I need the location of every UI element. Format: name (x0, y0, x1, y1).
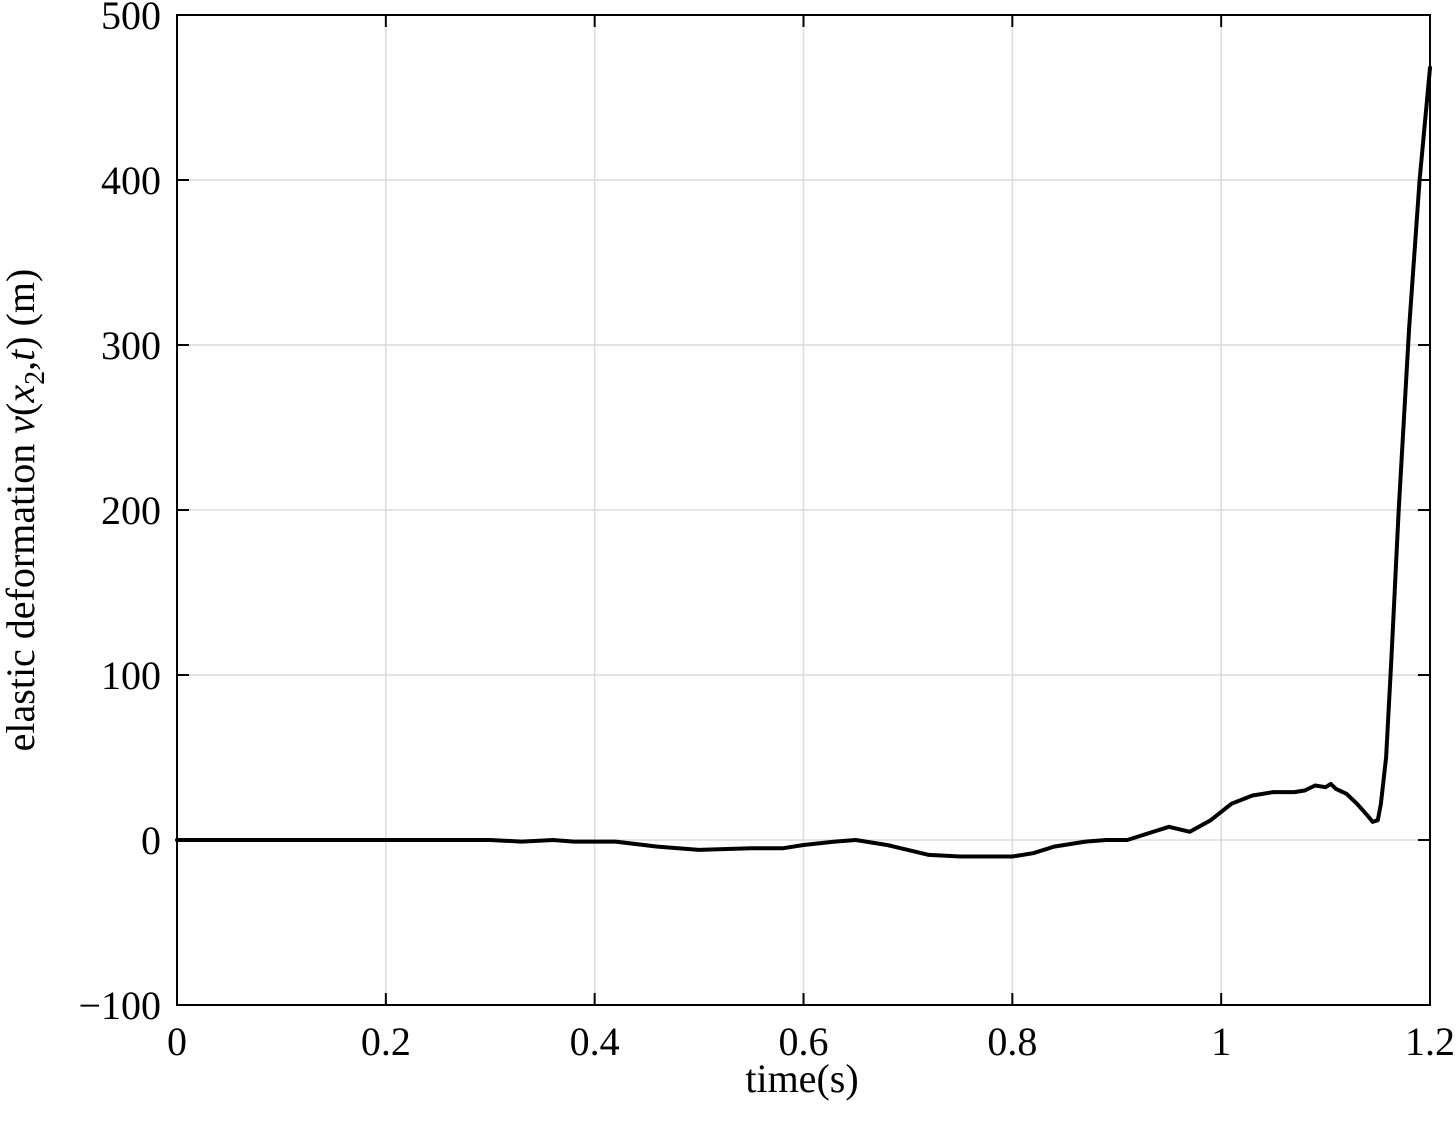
y-tick-label: −100 (78, 983, 161, 1028)
y-tick-label: 500 (101, 0, 161, 38)
y-axis-label-close: ) (0, 336, 43, 349)
y-axis-label-var-t: t (0, 349, 43, 361)
y-tick-label: 0 (141, 818, 161, 863)
series-layer (175, 65, 1432, 859)
x-tick-label: 1 (1211, 1019, 1231, 1064)
y-axis-label-var-x: x (0, 385, 43, 404)
y-tick-labels: −100 0 100 200 300 400 500 (78, 0, 161, 1028)
y-axis-label-comma: , (0, 361, 43, 371)
y-tick-label: 400 (101, 158, 161, 203)
axis-ticks (176, 14, 1431, 1006)
series-line (175, 65, 1432, 859)
y-axis-label-open: ( (0, 403, 43, 416)
y-axis-label-unit: (m) (0, 269, 43, 337)
x-tick-label: 0.2 (361, 1019, 411, 1064)
x-tick-label: 0.6 (779, 1019, 829, 1064)
grid-lines (177, 15, 1430, 1005)
y-tick-label: 200 (101, 488, 161, 533)
y-axis-label-prefix: elastic deformation (0, 434, 43, 752)
x-tick-label: 0.8 (987, 1019, 1037, 1064)
x-axis-label: time(s) (745, 1056, 858, 1101)
x-tick-label: 0 (167, 1019, 187, 1064)
x-tick-labels: 0 0.2 0.4 0.6 0.8 1 1.2 (167, 1019, 1455, 1064)
y-axis-label: elastic deformation v(x2,t) (m) (0, 269, 51, 752)
x-tick-label: 0.4 (570, 1019, 620, 1064)
y-tick-label: 100 (101, 653, 161, 698)
y-axis-label-sub: 2 (20, 371, 51, 385)
y-tick-label: 300 (101, 323, 161, 368)
y-axis-label-var-v: v (0, 416, 43, 434)
x-tick-label: 1.2 (1405, 1019, 1455, 1064)
